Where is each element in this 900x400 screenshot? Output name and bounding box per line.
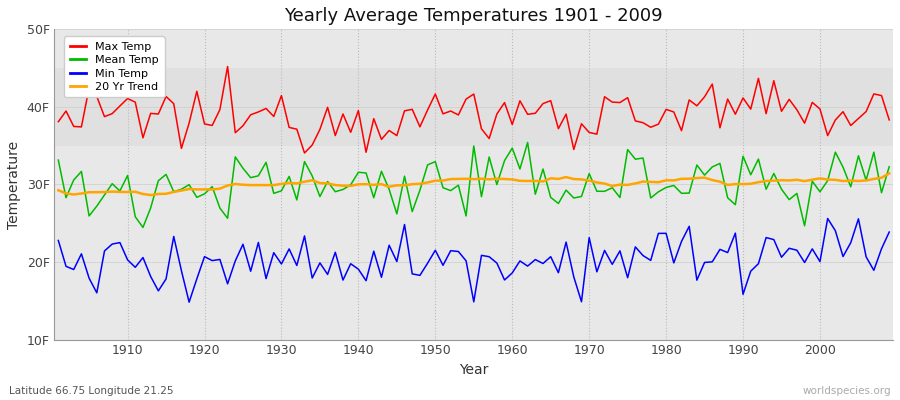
Text: worldspecies.org: worldspecies.org [803, 386, 891, 396]
Bar [55, 68, 893, 146]
X-axis label: Year: Year [459, 363, 489, 377]
Title: Yearly Average Temperatures 1901 - 2009: Yearly Average Temperatures 1901 - 2009 [284, 7, 663, 25]
Y-axis label: Temperature: Temperature [7, 140, 21, 228]
Legend: Max Temp, Mean Temp, Min Temp, 20 Yr Trend: Max Temp, Mean Temp, Min Temp, 20 Yr Tre… [64, 36, 165, 98]
Text: Latitude 66.75 Longitude 21.25: Latitude 66.75 Longitude 21.25 [9, 386, 174, 396]
